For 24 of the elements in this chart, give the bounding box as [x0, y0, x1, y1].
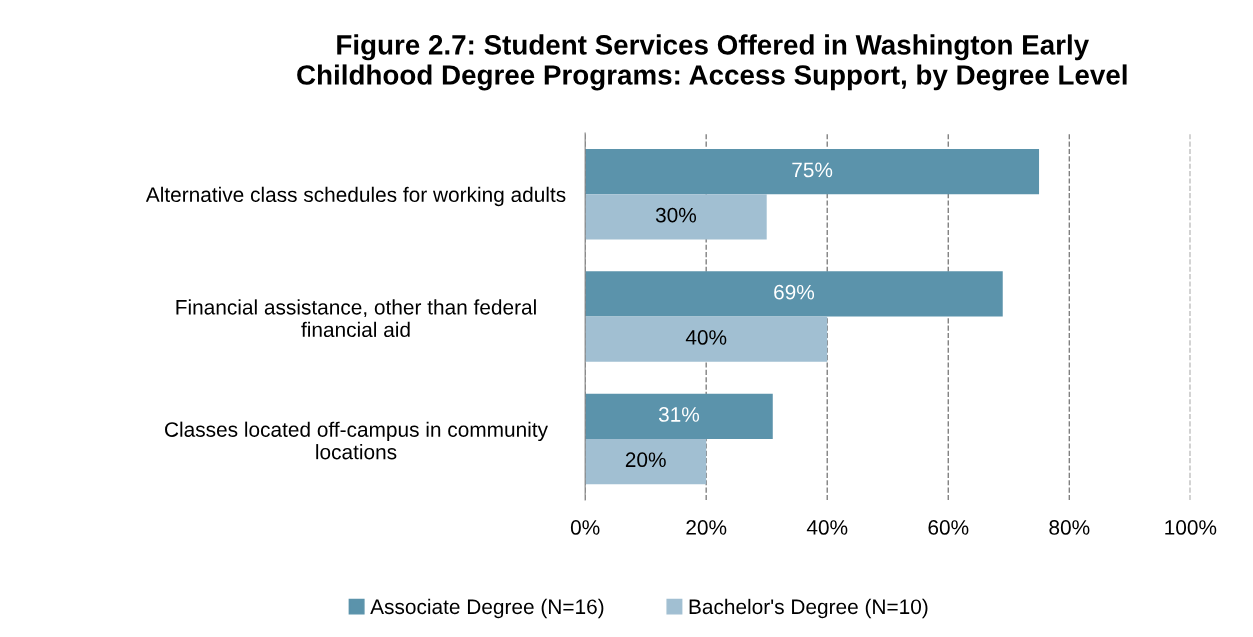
- x-tick-label: 80%: [1049, 520, 1090, 535]
- bar: [585, 194, 767, 240]
- x-tick-label: 0%: [570, 520, 600, 535]
- bar: [585, 316, 828, 362]
- chart-title: Figure 2.7: Student Services Offered in Washington Early Childhood Degree Programs: Access Support, by Degree Level: [297, 34, 1127, 91]
- y-tick-label: Classes located off-campus in community locations: [165, 421, 548, 460]
- data-label: 30%: [655, 207, 697, 223]
- legend-label: Bachelor's Degree (N=10): [689, 598, 928, 619]
- bar: [585, 393, 773, 439]
- data-label: 69%: [774, 284, 815, 300]
- legend-label: Associate Degree (N=16): [370, 598, 604, 619]
- data-label: 31%: [658, 407, 700, 422]
- bar: [585, 271, 1003, 317]
- y-tick-label: Financial assistance, other than federal financial aid: [176, 299, 536, 338]
- bar: [585, 438, 707, 485]
- x-tick-label: 20%: [686, 520, 727, 535]
- x-tick-label: 60%: [928, 520, 969, 535]
- data-label: 40%: [685, 330, 727, 345]
- data-label: 20%: [625, 452, 666, 468]
- bar: [585, 149, 1040, 195]
- y-tick-label: Alternative class schedules for working adults: [145, 186, 566, 207]
- data-label: 75%: [792, 162, 833, 178]
- x-tick-label: 40%: [806, 520, 848, 535]
- x-tick-label: 100%: [1165, 520, 1217, 535]
